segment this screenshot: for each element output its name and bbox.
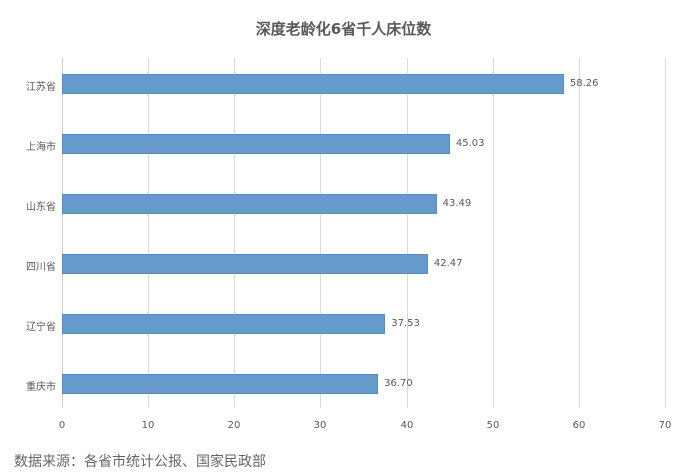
bar	[62, 314, 386, 334]
bar-row: 四川省 42.47	[26, 254, 665, 274]
x-tick-label: 70	[658, 420, 672, 431]
bar	[62, 374, 379, 394]
gridline	[579, 58, 580, 408]
x-tick-label: 50	[486, 420, 500, 431]
x-tick-label: 10	[141, 420, 155, 431]
y-axis-line	[62, 58, 63, 408]
value-label: 45.03	[455, 138, 485, 149]
x-tick-label: 40	[400, 420, 414, 431]
value-label: 58.26	[569, 78, 599, 89]
category-label: 辽宁省	[26, 322, 56, 333]
value-label: 43.49	[442, 198, 472, 209]
category-label: 江苏省	[26, 82, 56, 93]
gridline	[665, 58, 666, 408]
x-tick-label: 30	[313, 420, 327, 431]
value-label: 37.53	[391, 318, 420, 329]
category-label: 上海市	[26, 142, 56, 153]
bar	[62, 74, 564, 94]
category-label: 重庆市	[26, 382, 56, 393]
bar-row: 重庆市 36.70	[26, 374, 665, 394]
x-tick-label: 20	[227, 420, 241, 431]
value-label: 42.47	[433, 258, 463, 269]
bar-row: 辽宁省 37.53	[26, 314, 665, 334]
bar	[62, 134, 450, 154]
gridline	[234, 58, 235, 408]
plot-area: 江苏省 58.26 上海市 45.03 山东省 43.49 四川省 42.47 …	[26, 58, 666, 408]
gridline	[493, 58, 494, 408]
data-source-note: 数据来源：各省市统计公报、国家民政部	[14, 454, 266, 470]
bar-row: 山东省 43.49	[26, 194, 665, 214]
bar-row: 江苏省 58.26	[26, 74, 665, 94]
value-label: 36.70	[384, 378, 413, 389]
category-label: 四川省	[26, 262, 56, 273]
gridline	[148, 58, 149, 408]
x-tick-label: 0	[58, 420, 66, 431]
bar	[62, 194, 437, 214]
chart-title: 深度老龄化6省千人床位数	[255, 20, 432, 38]
gridline	[320, 58, 321, 408]
category-label: 山东省	[26, 202, 56, 213]
bar	[62, 254, 428, 274]
bar-row: 上海市 45.03	[26, 134, 665, 154]
gridline	[407, 58, 408, 408]
x-tick-label: 60	[572, 420, 586, 431]
